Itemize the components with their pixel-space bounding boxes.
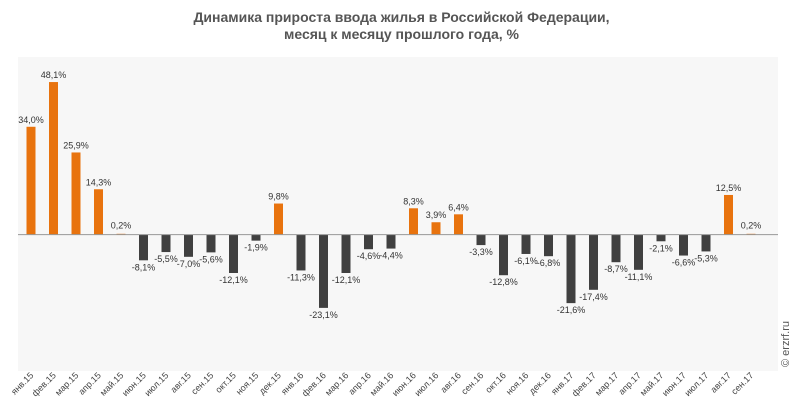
bar-окт.16: [499, 234, 508, 276]
data-label-окт.16: -12,8%: [489, 277, 518, 287]
data-label-июл.17: -5,3%: [694, 253, 718, 263]
data-label-апр.16: -4,6%: [357, 251, 381, 261]
bar-дек.15: [274, 203, 283, 235]
data-label-июл.15: -5,5%: [154, 254, 178, 264]
ticks-layer: янв.15фев.15мар.15апр.15май.15июн.15июл.…: [9, 370, 755, 398]
bar-мар.17: [611, 234, 621, 263]
bar-фев.17: [589, 234, 598, 290]
bar-мар.15: [71, 152, 81, 235]
bar-янв.17: [566, 234, 576, 304]
data-label-июн.16: 8,3%: [403, 196, 424, 206]
data-label-ноя.15: -1,9%: [244, 243, 268, 253]
bar-ноя.16: [521, 234, 531, 254]
bar-янв.15: [26, 126, 36, 235]
bar-авг.17: [724, 194, 733, 235]
chart-title-line-2: месяц к месяцу прошлого года, %: [284, 26, 519, 42]
data-label-дек.15: 9,8%: [268, 192, 289, 202]
data-label-сен.16: -3,3%: [469, 247, 493, 257]
x-tick-май.17: май.17: [638, 370, 665, 397]
data-label-янв.15: 34,0%: [18, 115, 44, 125]
bar-апр.16: [364, 234, 373, 250]
plot-area: [18, 57, 778, 371]
bar-июн.17: [679, 234, 688, 256]
data-label-мар.17: -8,7%: [604, 264, 628, 274]
data-label-май.16: -4,4%: [379, 251, 403, 261]
x-tick-июн.15: июн.15: [120, 370, 148, 398]
data-label-дек.16: -6,8%: [537, 258, 561, 268]
bar-апр.15: [94, 189, 103, 235]
data-label-янв.16: -11,3%: [287, 272, 315, 282]
bar-апр.17: [634, 234, 643, 270]
data-label-мар.16: -12,1%: [332, 275, 361, 285]
data-label-май.17: -2,1%: [649, 243, 673, 253]
data-label-авг.17: 12,5%: [716, 183, 742, 193]
bar-июл.15: [161, 234, 171, 253]
bar-дек.16: [544, 234, 553, 257]
data-label-апр.15: 14,3%: [86, 177, 112, 187]
x-tick-июн.17: июн.17: [660, 370, 688, 398]
data-label-ноя.16: -6,1%: [514, 256, 538, 266]
x-tick-сен.17: сен.17: [729, 370, 755, 396]
x-tick-июн.16: июн.16: [390, 370, 418, 398]
data-label-фев.17: -17,4%: [579, 292, 608, 302]
x-tick-сен.16: сен.16: [459, 370, 485, 396]
bar-фев.16: [319, 234, 328, 308]
chart-title: Динамика прироста ввода жилья в Российск…: [0, 9, 803, 43]
x-tick-май.16: май.16: [368, 370, 395, 397]
bar-мар.16: [341, 234, 351, 273]
x-tick-дек.15: дек.15: [257, 370, 283, 396]
bar-июл.17: [701, 234, 711, 252]
bar-фев.15: [49, 82, 58, 235]
bar-янв.16: [296, 234, 306, 271]
x-tick-фев.17: фев.17: [570, 370, 598, 398]
bar-сен.16: [476, 234, 486, 246]
data-label-янв.17: -21,6%: [557, 305, 586, 315]
bar-июл.16: [431, 222, 441, 235]
data-label-авг.16: 6,4%: [448, 202, 469, 212]
data-label-фев.15: 48,1%: [41, 70, 67, 80]
x-tick-июл.16: июл.16: [413, 370, 441, 398]
data-label-сен.17: 0,2%: [741, 221, 762, 231]
x-tick-мар.16: мар.16: [323, 370, 350, 397]
x-tick-май.15: май.15: [98, 370, 125, 397]
bars-layer: [26, 82, 756, 308]
x-tick-ноя.15: ноя.15: [234, 370, 260, 396]
bar-авг.15: [184, 234, 193, 257]
x-tick-мар.17: мар.17: [593, 370, 620, 397]
data-label-июн.17: -6,6%: [672, 258, 696, 268]
bar-май.16: [386, 234, 396, 249]
x-tick-фев.15: фев.15: [30, 370, 58, 398]
data-label-мар.15: 25,9%: [63, 140, 89, 150]
data-label-май.15: 0,2%: [111, 221, 132, 231]
data-label-окт.15: -12,1%: [219, 275, 248, 285]
data-label-апр.17: -11,1%: [625, 272, 653, 282]
bar-ноя.15: [251, 234, 261, 241]
watermark-text: © erzrf.ru: [780, 321, 792, 367]
bar-июн.15: [139, 234, 148, 261]
bar-авг.16: [454, 214, 463, 235]
x-tick-июл.17: июл.17: [683, 370, 711, 398]
x-tick-фев.16: фев.16: [300, 370, 328, 398]
x-tick-дек.16: дек.16: [527, 370, 553, 396]
x-tick-июл.15: июл.15: [143, 370, 171, 398]
data-label-авг.15: -7,0%: [177, 259, 201, 269]
data-label-июл.16: 3,9%: [426, 210, 447, 220]
x-tick-ноя.16: ноя.16: [504, 370, 530, 396]
bar-сен.15: [206, 234, 216, 253]
data-label-сен.15: -5,6%: [199, 254, 223, 264]
x-tick-авг.15: авг.15: [169, 370, 193, 394]
bar-окт.15: [229, 234, 238, 273]
bar-май.17: [656, 234, 666, 242]
data-label-июн.15: -8,1%: [132, 262, 156, 272]
x-tick-авг.16: авг.16: [439, 370, 463, 394]
x-tick-мар.15: мар.15: [53, 370, 80, 397]
x-tick-авг.17: авг.17: [709, 370, 733, 394]
x-tick-сен.15: сен.15: [189, 370, 215, 396]
data-label-фев.16: -23,1%: [309, 310, 338, 320]
bar-июн.16: [409, 208, 418, 235]
chart-title-line-1: Динамика прироста ввода жилья в Российск…: [193, 9, 610, 25]
labels-layer: 34,0%48,1%25,9%14,3%0,2%-8,1%-5,5%-7,0%-…: [18, 70, 761, 320]
